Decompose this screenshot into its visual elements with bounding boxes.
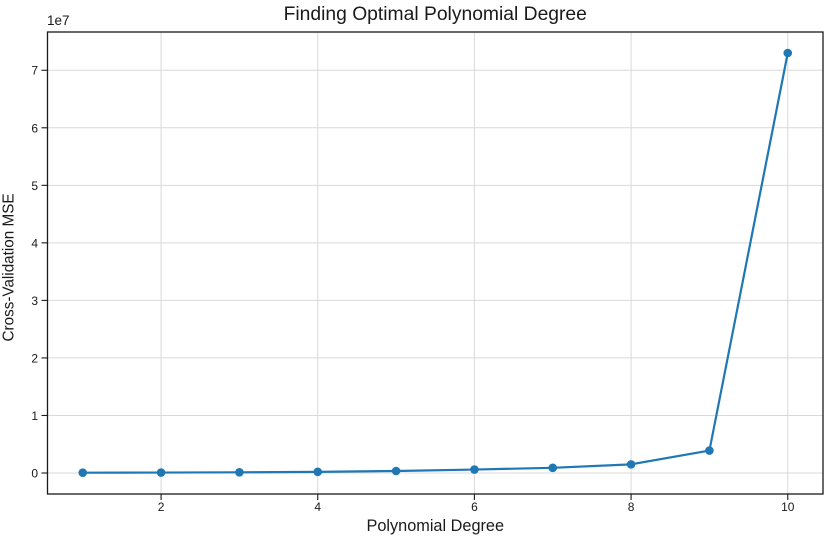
svg-text:10: 10 [781,500,795,514]
svg-text:1: 1 [31,409,38,423]
svg-text:8: 8 [628,500,635,514]
svg-text:4: 4 [31,236,38,250]
svg-text:2: 2 [31,351,38,365]
svg-text:7: 7 [31,64,38,78]
svg-text:0: 0 [31,467,38,481]
svg-text:4: 4 [314,500,321,514]
svg-text:2: 2 [158,500,165,514]
svg-text:6: 6 [471,500,478,514]
svg-text:6: 6 [31,121,38,135]
svg-text:5: 5 [31,179,38,193]
svg-text:3: 3 [31,294,38,308]
